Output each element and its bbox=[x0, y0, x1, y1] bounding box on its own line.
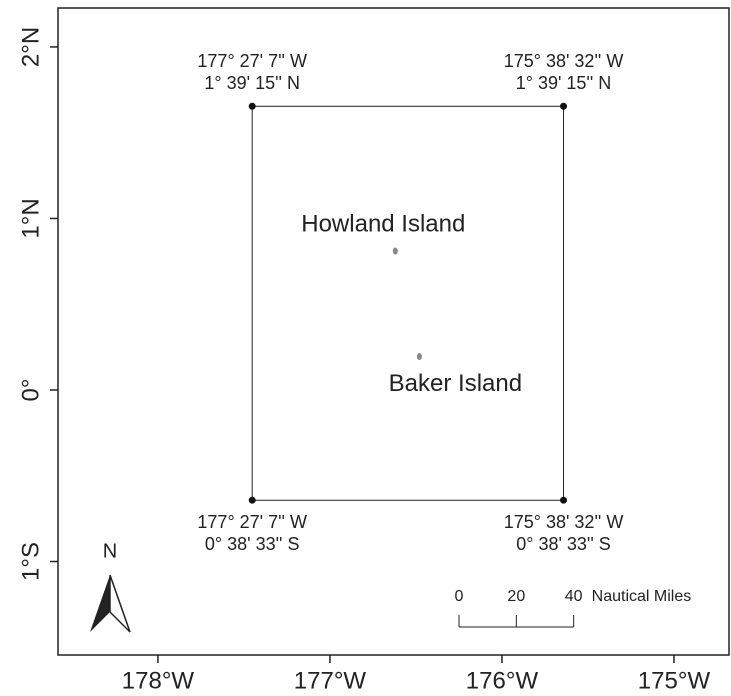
corner-label: 0° 38' 33'' S bbox=[205, 534, 300, 554]
corner-label: 0° 38' 33'' S bbox=[516, 534, 611, 554]
x-tick-label: 177°W bbox=[294, 667, 367, 694]
north-arrow-left bbox=[90, 575, 110, 632]
y-tick-label: 2°N bbox=[17, 27, 44, 67]
island bbox=[392, 247, 398, 255]
corner-label: 177° 27' 7'' W bbox=[197, 512, 307, 532]
scale-tick-label: 40 bbox=[565, 588, 583, 605]
corner-label: 175° 38' 32'' W bbox=[504, 512, 624, 532]
north-arrow: N bbox=[90, 540, 131, 633]
corner-label: 1° 39' 15'' N bbox=[516, 73, 612, 93]
north-label: N bbox=[103, 540, 117, 562]
scale-tick-label: 0 bbox=[455, 588, 464, 605]
y-tick-label: 1°N bbox=[17, 198, 44, 238]
island-label: Baker Island bbox=[389, 370, 522, 397]
corner-point bbox=[560, 496, 568, 504]
corner-point bbox=[248, 102, 256, 110]
north-arrow-right bbox=[109, 574, 131, 633]
corner-point bbox=[560, 102, 568, 110]
y-tick-label: 0° bbox=[17, 379, 44, 402]
scale-tick-label: 20 bbox=[507, 588, 525, 605]
y-tick-label: 1°S bbox=[17, 542, 44, 581]
x-tick-label: 178°W bbox=[122, 667, 195, 694]
island-label: Howland Island bbox=[301, 210, 465, 237]
map-frame bbox=[57, 7, 730, 656]
scale-unit: Nautical Miles bbox=[592, 588, 692, 605]
corner-label: 175° 38' 32'' W bbox=[504, 51, 624, 71]
x-tick-label: 176°W bbox=[466, 667, 539, 694]
corner-point bbox=[248, 496, 256, 504]
corner-label: 1° 39' 15'' N bbox=[204, 73, 300, 93]
study-area bbox=[251, 105, 565, 501]
x-tick-label: 175°W bbox=[638, 667, 711, 694]
corner-label: 177° 27' 7'' W bbox=[197, 51, 307, 71]
island bbox=[416, 353, 422, 361]
